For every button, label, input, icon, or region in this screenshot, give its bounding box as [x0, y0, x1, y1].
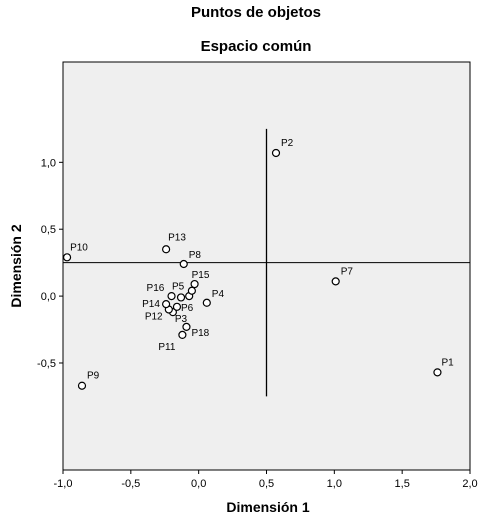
data-point: [172, 302, 182, 311]
data-point-label: P11: [158, 342, 175, 353]
data-point-label: P1: [441, 357, 454, 368]
data-point: [433, 368, 442, 377]
chart-subtitle: Espacio común: [201, 38, 312, 55]
data-points: [62, 148, 442, 390]
data-point: [202, 298, 211, 307]
data-point-label: P6: [181, 303, 194, 314]
x-tick-label: -0,5: [121, 478, 140, 490]
data-point: [271, 148, 281, 158]
x-tick-label: 2,0: [462, 478, 477, 490]
data-point-label: P14: [142, 299, 160, 310]
data-point: [178, 330, 187, 339]
data-point: [182, 322, 191, 331]
data-point-label: P15: [192, 270, 210, 281]
data-point: [162, 245, 171, 254]
y-axis-ticks: -0,5 0,0 0,5 1,0: [37, 157, 63, 370]
point-labels: P1 P2 P3 P4 P5 P6 P7 P8 P9 P10 P11 P12 P13 P14 P15 P16 P…: [70, 138, 454, 382]
data-point-label: P4: [212, 289, 225, 300]
data-point-label: P8: [189, 250, 202, 261]
data-point-label: P16: [147, 283, 165, 294]
data-point: [77, 381, 87, 390]
data-point-label: P2: [281, 138, 294, 149]
data-point: [187, 286, 196, 295]
data-point-label: P9: [87, 371, 100, 382]
reference-lines: [63, 128, 470, 397]
data-point: [167, 291, 176, 301]
data-point: [176, 293, 186, 302]
y-tick-label: -0,5: [37, 358, 56, 370]
data-point-label: P10: [70, 242, 88, 253]
data-point: [62, 253, 72, 262]
y-axis-title: Dimensión 2: [8, 224, 24, 307]
data-point-label: P13: [168, 232, 186, 243]
y-tick-label: 0,5: [41, 224, 56, 236]
data-point: [179, 259, 188, 269]
data-point-label: P18: [191, 328, 209, 339]
data-point-label: P3: [175, 314, 188, 325]
x-tick-label: 1,5: [395, 478, 410, 490]
data-point-label: P5: [172, 281, 185, 292]
x-tick-label: 1,0: [327, 478, 342, 490]
x-tick-label: -1,0: [54, 478, 73, 490]
y-tick-label: 1,0: [41, 157, 56, 169]
data-point: [190, 279, 199, 289]
data-point: [162, 300, 171, 309]
y-tick-label: 0,0: [41, 291, 56, 303]
x-tick-label: 0,5: [259, 478, 274, 490]
data-point-label: P7: [341, 266, 354, 277]
x-axis-title: Dimensión 1: [226, 499, 309, 515]
chart-title: Puntos de objetos: [191, 4, 321, 21]
data-point-label: P12: [145, 311, 163, 322]
x-axis-ticks: -1,0 -0,5 0,0 0,5 1,0 1,5 2,0: [54, 470, 478, 490]
data-point: [331, 277, 340, 286]
x-tick-label: 0,0: [191, 478, 206, 490]
